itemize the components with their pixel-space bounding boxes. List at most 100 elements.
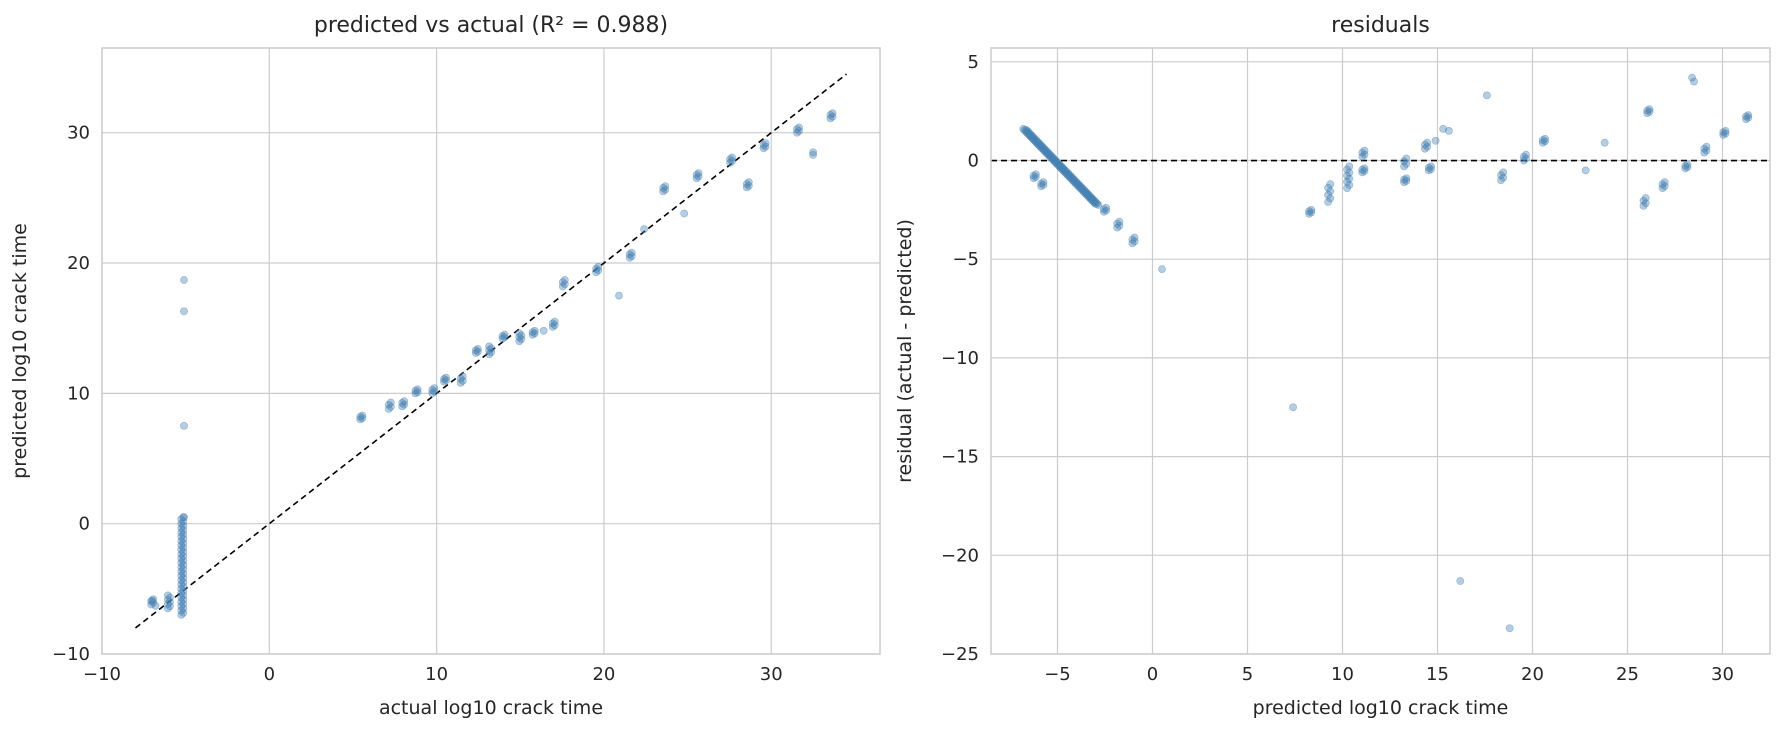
data-point [661, 182, 670, 190]
x-tick-label: 20 [592, 664, 615, 685]
data-point [1424, 166, 1433, 175]
data-point [1130, 233, 1139, 242]
data-point [530, 326, 539, 335]
data-point [1683, 163, 1692, 171]
scatter-points-left [147, 109, 837, 619]
data-point [1427, 165, 1435, 173]
data-point [1456, 577, 1465, 585]
tick-labels-right: −5 0 5 10 15 20 25 30 5 0 −5 −10 −15 −20 −25 [941, 52, 1734, 685]
y-axis-label-right: residual (actual - predicted) [894, 219, 916, 483]
data-point [1037, 182, 1046, 191]
data-point [795, 123, 803, 132]
data-point [560, 276, 569, 284]
data-point [1423, 138, 1432, 147]
data-point [615, 291, 623, 300]
x-tick-label: 30 [760, 664, 783, 685]
data-point [1360, 146, 1369, 155]
data-point [1307, 208, 1316, 217]
data-point [1094, 200, 1103, 209]
y-tick-label: −15 [941, 447, 979, 468]
x-tick-label: 5 [1242, 664, 1253, 685]
data-point [594, 262, 603, 271]
data-point [728, 153, 736, 162]
data-point [1358, 165, 1367, 174]
data-point [627, 248, 636, 257]
data-point [1029, 171, 1038, 180]
data-point [1660, 178, 1669, 187]
data-point [413, 385, 422, 394]
data-point [1307, 205, 1316, 214]
data-point [180, 421, 188, 430]
data-point [1497, 176, 1505, 185]
data-point [411, 389, 420, 398]
data-point [1158, 265, 1166, 273]
x-tick-label: 10 [1331, 664, 1354, 685]
data-point [1744, 111, 1753, 119]
data-point [1643, 106, 1652, 115]
data-point [1483, 91, 1491, 100]
data-point [1102, 206, 1110, 215]
tick-labels-left: −10 0 10 20 30 −10 0 10 20 30 [52, 123, 783, 685]
data-point [1721, 126, 1730, 135]
data-point [744, 178, 753, 187]
data-point [694, 169, 703, 177]
y-tick-label: −20 [941, 545, 979, 566]
x-tick-label: 30 [1711, 664, 1734, 685]
x-tick-label: −5 [1044, 664, 1071, 685]
data-point [1683, 160, 1692, 169]
y-axis-label-left: predicted log10 crack time [9, 223, 31, 479]
data-point [539, 326, 548, 335]
y-tick-label: −5 [952, 249, 979, 270]
data-point [1639, 196, 1648, 205]
data-point [500, 333, 509, 342]
data-point [1029, 174, 1038, 183]
data-point [1645, 105, 1654, 114]
data-point [1541, 137, 1549, 146]
data-point [1742, 112, 1750, 121]
data-point [1305, 207, 1313, 216]
data-point [498, 334, 507, 343]
data-point [828, 109, 837, 118]
scatter-points-right [1019, 73, 1753, 633]
data-point [1600, 138, 1609, 147]
x-tick-label: −10 [83, 664, 121, 685]
data-point [430, 384, 439, 392]
y-tick-label: 5 [968, 52, 979, 73]
data-point [1031, 170, 1040, 179]
data-point [180, 513, 188, 522]
x-axis-label-left: actual log10 crack time [379, 697, 603, 719]
data-point [1581, 166, 1590, 175]
data-point [1538, 138, 1547, 147]
x-tick-label: 10 [425, 664, 448, 685]
x-tick-label: 20 [1521, 664, 1544, 685]
y-tick-label: 0 [79, 514, 90, 535]
data-point [473, 345, 482, 353]
data-point [1641, 194, 1650, 202]
axes-frame-right [990, 47, 1771, 655]
x-axis-label-right: predicted log10 crack time [1253, 697, 1509, 719]
data-point [1402, 176, 1411, 185]
data-point [809, 150, 817, 159]
data-point [1538, 136, 1547, 144]
data-point [1681, 164, 1690, 173]
data-point [640, 225, 648, 233]
axes-frame-left [101, 47, 881, 655]
x-tick-label: 0 [1147, 664, 1158, 685]
data-point [1039, 178, 1048, 187]
data-point [500, 330, 509, 339]
data-point [1039, 180, 1048, 189]
data-point [180, 307, 188, 316]
data-point [1505, 624, 1514, 633]
data-point [1541, 134, 1549, 143]
data-point [148, 596, 157, 605]
data-point [1360, 167, 1369, 175]
y-tick-label: −10 [941, 348, 979, 369]
data-point [1031, 173, 1040, 181]
data-point [442, 373, 450, 382]
data-point [1400, 157, 1408, 166]
data-point [1358, 168, 1367, 177]
data-point [1400, 175, 1408, 184]
data-point [1326, 180, 1335, 189]
data-point [358, 411, 367, 420]
